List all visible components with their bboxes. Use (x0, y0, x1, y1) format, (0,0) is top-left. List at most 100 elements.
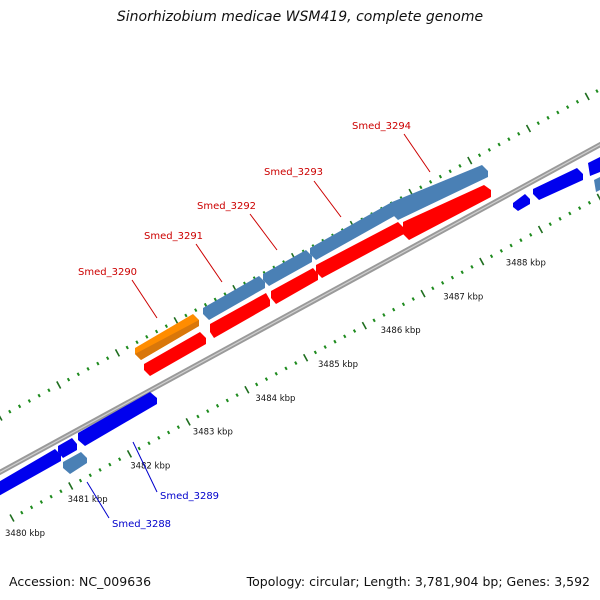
tick-minor (215, 403, 220, 408)
tick-minor (401, 302, 406, 307)
tick-major (361, 321, 367, 330)
kbp-label: 3480 kbp (5, 529, 45, 539)
tick-minor (575, 99, 580, 104)
gene-right-long[interactable] (533, 168, 583, 200)
tick-minor (343, 334, 347, 339)
tick-minor (98, 468, 102, 472)
tick-minor (448, 169, 452, 174)
tick-minor (206, 409, 210, 414)
tick-minor (517, 131, 521, 136)
tick-major (126, 449, 133, 458)
tick-minor (96, 361, 100, 366)
tick-major (56, 381, 62, 389)
tick-minor (509, 243, 513, 248)
gene-smed-3292[interactable] (263, 250, 312, 286)
tick-major (114, 348, 121, 357)
gene-reverse-1[interactable] (144, 332, 206, 376)
gene-smed-3289[interactable] (63, 452, 87, 474)
tick-minor (565, 105, 570, 110)
kbp-label: 3487 kbp (443, 292, 483, 302)
genome-summary: Topology: circular; Length: 3,781,904 bp… (246, 574, 590, 589)
tick-minor (137, 446, 141, 451)
page-title: Sinorhizobium medicae WSM419, complete g… (116, 9, 484, 25)
tick-minor (333, 339, 337, 344)
gene-label-smed-3289: Smed_3289 (160, 491, 219, 502)
leader-smed-3294 (403, 133, 431, 173)
lower-tick-ring (9, 193, 600, 522)
tick-minor (372, 318, 376, 323)
tick-minor (382, 313, 386, 317)
tick-minor (477, 153, 482, 158)
tick-minor (176, 425, 181, 430)
gene-smed-3290-shade (135, 320, 199, 360)
leader-smed-3293 (313, 180, 342, 218)
tick-minor (125, 345, 129, 350)
kbp-label-group: 3480 kbp 3481 kbp 3482 kbp 3483 kbp 3484 kbp… (5, 259, 546, 539)
tick-major (467, 156, 473, 165)
gene-left-mid[interactable] (78, 392, 157, 446)
tick-major (185, 417, 191, 426)
tick-minor (352, 329, 357, 333)
gene-right-small[interactable] (513, 194, 530, 211)
gene-smed-3291[interactable] (203, 276, 265, 320)
tick-minor (86, 367, 90, 371)
gene-reverse-4[interactable] (316, 222, 404, 278)
tick-minor (39, 500, 44, 504)
tick-minor (135, 340, 139, 345)
tick-minor (294, 361, 298, 365)
tick-minor (519, 238, 523, 243)
gene-reverse-3[interactable] (271, 268, 318, 304)
kbp-label: 3483 kbp (193, 428, 233, 438)
tick-minor (8, 409, 12, 414)
tick-major (68, 482, 74, 490)
tick-minor (558, 216, 562, 221)
gene-right-edge-top[interactable] (588, 157, 600, 176)
tick-minor (59, 489, 63, 494)
tick-minor (274, 371, 278, 376)
tick-minor (76, 372, 80, 377)
kbp-label: 3486 kbp (381, 326, 421, 336)
tick-major (596, 193, 600, 201)
tick-minor (78, 478, 83, 483)
tick-minor (411, 297, 415, 301)
tick-minor (196, 414, 200, 419)
gene-left-small[interactable] (58, 438, 77, 458)
tick-minor (108, 462, 112, 467)
gene-label-smed-3294: Smed_3294 (352, 121, 411, 132)
tick-minor (154, 329, 159, 334)
kbp-label: 3484 kbp (255, 394, 295, 404)
tick-minor (529, 232, 533, 237)
gene-smed-3294[interactable] (392, 165, 488, 220)
tick-major (479, 257, 485, 266)
tick-minor (147, 441, 151, 446)
tick-minor (66, 377, 71, 382)
kbp-label: 3481 kbp (68, 495, 108, 505)
gene-label-smed-3288: Smed_3288 (112, 519, 171, 530)
tick-minor (392, 307, 396, 312)
tick-major (420, 289, 426, 298)
tick-minor (460, 270, 464, 275)
tick-minor (194, 308, 198, 313)
tick-minor (440, 281, 445, 285)
tick-minor (255, 382, 259, 387)
tick-minor (577, 206, 582, 211)
gene-reverse-5[interactable] (403, 185, 491, 240)
genome-backbone-highlight (0, 144, 600, 473)
gene-label-smed-3291: Smed_3291 (144, 231, 203, 242)
tick-minor (546, 115, 550, 120)
tick-minor (470, 265, 474, 269)
kbp-label: 3488 kbp (506, 259, 546, 269)
leader-smed-3292 (249, 213, 278, 251)
upper-tick-ring (0, 89, 599, 421)
tick-minor (27, 399, 32, 403)
gene-left-long[interactable] (0, 449, 61, 498)
leader-smed-3291 (195, 243, 223, 283)
kbp-label: 3485 kbp (318, 360, 358, 370)
tick-minor (225, 398, 229, 403)
gene-smed-3293[interactable] (310, 202, 398, 260)
tick-minor (536, 121, 540, 126)
gene-reverse-2[interactable] (210, 293, 270, 338)
gene-right-edge-bottom[interactable] (594, 177, 600, 192)
tick-major (302, 353, 309, 362)
